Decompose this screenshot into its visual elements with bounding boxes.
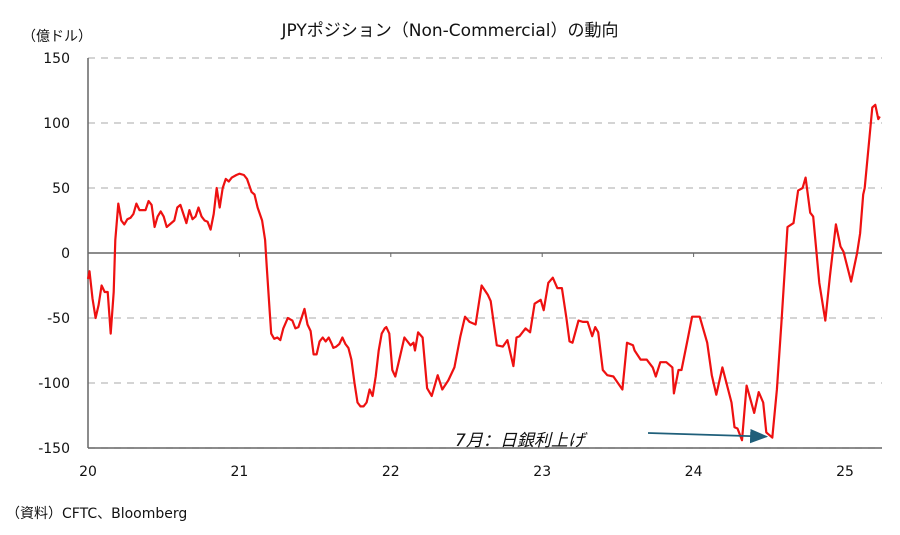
- x-tick-label: 24: [685, 464, 703, 480]
- y-tick-label: -100: [38, 376, 70, 392]
- y-tick-label: -50: [47, 311, 70, 327]
- chart-title: JPYポジション（Non-Commercial）の動向: [281, 21, 619, 41]
- annotation-arrow: [647, 428, 769, 444]
- series-line-jpy-position: [86, 103, 881, 442]
- y-tick-label: 50: [52, 181, 70, 197]
- annotation-label: 7月：日銀利上げ: [455, 431, 585, 451]
- y-tick-label: 100: [43, 116, 70, 132]
- x-tick-label: 22: [382, 464, 400, 480]
- y-tick-label: 0: [61, 246, 70, 262]
- x-tick-label: 23: [533, 464, 551, 480]
- y-tick-label: -150: [38, 441, 70, 457]
- x-tick-label: 21: [230, 464, 248, 480]
- x-tick-label: 20: [79, 464, 97, 480]
- y-tick-label: 150: [43, 51, 70, 67]
- source-note: （資料）CFTC、Bloomberg: [6, 506, 188, 522]
- x-tick-label: 25: [836, 464, 854, 480]
- y-axis-label: （億ドル）: [22, 29, 92, 45]
